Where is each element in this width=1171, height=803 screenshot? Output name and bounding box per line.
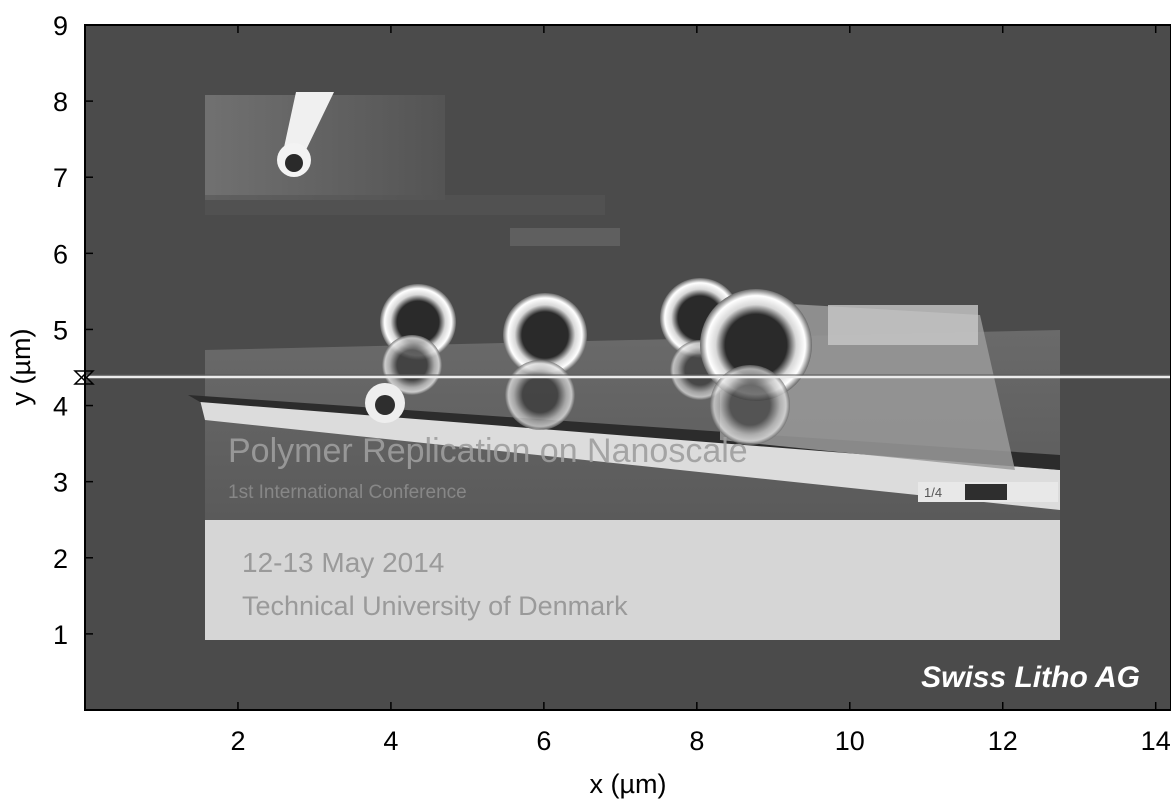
y-axis-ticks: 1 2 3 4 5 6 7 8 9: [53, 11, 93, 650]
y-axis-label: y (µm): [6, 328, 36, 405]
y-tick-label: 5: [53, 315, 68, 345]
x-tick-label: 2: [230, 726, 245, 756]
x-tick-label: 6: [536, 726, 551, 756]
plot-frame: [84, 24, 1171, 711]
x-tick-label: 12: [988, 726, 1018, 756]
scan-image: Polymer Replication on Nanoscale 1st Int…: [85, 92, 1171, 694]
slide-subtitle: 1st International Conference: [228, 482, 467, 503]
y-tick-label: 6: [53, 239, 68, 269]
particle-4: [700, 289, 812, 445]
y-tick-label: 9: [53, 11, 68, 41]
probe-tip: [277, 92, 334, 177]
x-axis-ticks: 2 4 6 8 10 12 14: [230, 25, 1171, 756]
y-tick-label: 3: [53, 468, 68, 498]
y-tick-label: 8: [53, 87, 68, 117]
x-axis-label: x (µm): [589, 769, 666, 799]
scan-line-marker: [73, 370, 95, 382]
watermark: Swiss Litho AG: [921, 661, 1140, 694]
y-tick-label: 4: [53, 392, 68, 422]
x-tick-label: 4: [383, 726, 398, 756]
particle-1: [380, 284, 456, 395]
x-tick-label: 10: [835, 726, 865, 756]
upper-band: [205, 95, 445, 200]
particle-5: [365, 383, 405, 423]
slide-lower-panel: [205, 520, 1060, 640]
slide-date: 12-13 May 2014: [242, 547, 444, 578]
x-tick-label: 8: [689, 726, 704, 756]
y-tick-label: 2: [53, 544, 68, 574]
x-tick-label: 14: [1141, 726, 1171, 756]
slide-title: Polymer Replication on Nanoscale: [228, 432, 748, 470]
y-tick-label: 7: [53, 163, 68, 193]
slide-pager: 1/4: [918, 482, 1058, 502]
svg-text:1/4: 1/4: [924, 485, 942, 500]
y-tick-label: 1: [53, 620, 68, 650]
slide-venue: Technical University of Denmark: [242, 591, 628, 621]
